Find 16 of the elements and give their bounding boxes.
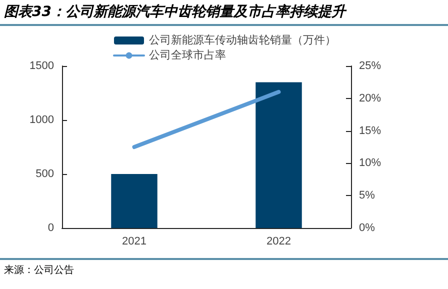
y2-tick-label: 0%: [359, 222, 376, 234]
legend-label: 公司新能源车传动轴齿轮销量（万件）: [149, 34, 336, 46]
legend-label: 公司全球市占率: [149, 48, 226, 62]
y-tick-label: 1000: [30, 114, 54, 126]
y2-tick-label: 15%: [359, 124, 382, 137]
x-tick-label: 2021: [122, 236, 146, 248]
source-note: 来源：公司公告: [0, 258, 448, 277]
y-tick-label: 1500: [30, 60, 54, 72]
y2-tick-label: 25%: [359, 60, 382, 72]
y2-tick-label: 20%: [359, 92, 382, 104]
chart-title: 图表33：公司新能源汽车中齿轮销量及市占率持续提升: [0, 0, 448, 26]
x-tick-label: 2022: [266, 236, 291, 248]
y2-tick-label: 5%: [359, 190, 376, 202]
y-tick-label: 500: [36, 168, 54, 180]
y-tick-label: 0: [48, 222, 54, 234]
y2-tick-label: 10%: [359, 157, 382, 170]
